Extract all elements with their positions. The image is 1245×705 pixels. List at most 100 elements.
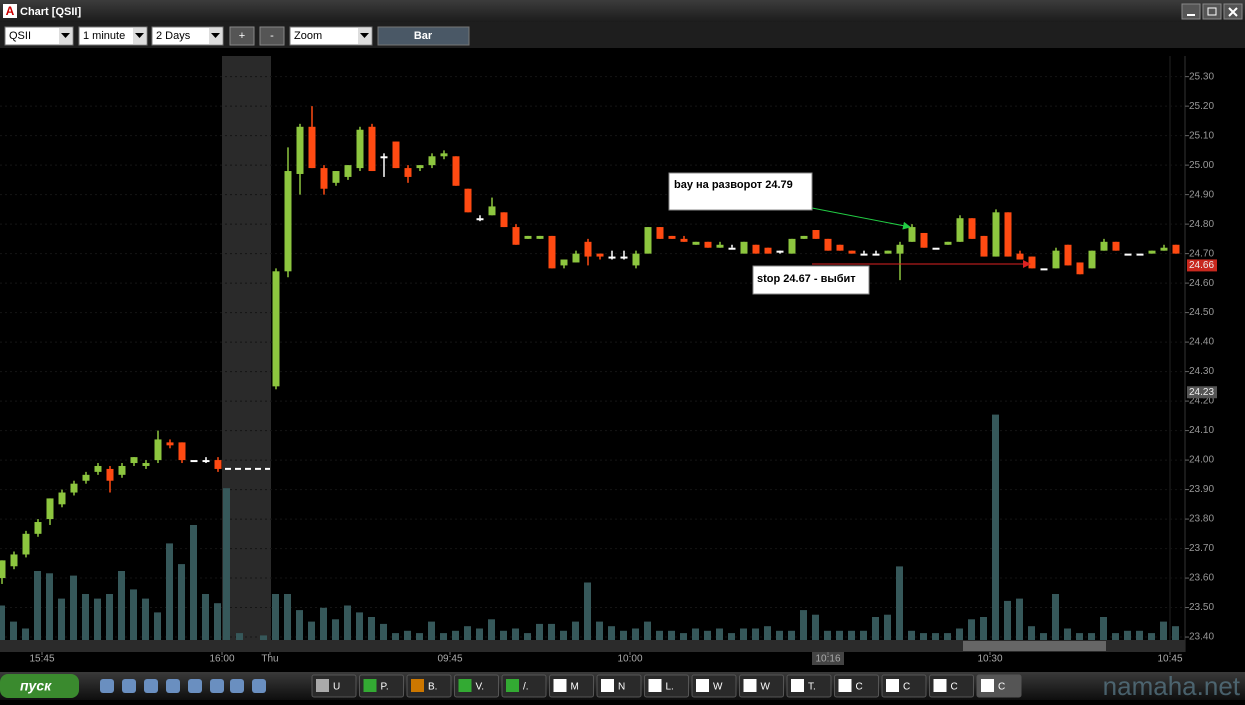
volume-bar — [464, 626, 471, 640]
volume-bar — [1172, 626, 1179, 640]
candle-body — [596, 253, 604, 257]
y-tick-label: 24.20 — [1189, 396, 1214, 407]
task-icon — [411, 679, 424, 692]
scrollbar-thumb[interactable] — [963, 641, 1106, 651]
volume-bar — [848, 630, 855, 640]
task-label: C — [903, 682, 910, 693]
candle-body — [308, 126, 316, 169]
volume-bar — [236, 633, 243, 640]
stop-note-box — [752, 265, 870, 295]
volume-bar — [560, 630, 567, 640]
task-icon — [363, 679, 377, 692]
restore-button[interactable] — [1202, 3, 1222, 20]
x-tick-label: 10:45 — [1157, 654, 1182, 665]
volume-bar — [776, 630, 783, 640]
volume-bar — [356, 612, 363, 640]
start-label: пуск — [20, 678, 52, 694]
candle-body — [656, 227, 664, 239]
volume-bar — [920, 633, 927, 640]
volume-bar — [572, 621, 579, 640]
task-icon — [791, 679, 804, 692]
candle-body — [608, 256, 616, 259]
volume-bar — [932, 633, 939, 640]
task-icon — [981, 679, 994, 692]
candle-body — [214, 460, 222, 469]
candle-body — [644, 227, 652, 254]
zoom-out-label: - — [270, 30, 274, 42]
task-icon — [886, 679, 899, 692]
volume-bar — [800, 610, 807, 640]
volume-bar — [884, 614, 891, 640]
candle-body — [416, 165, 424, 169]
zoom-out-button[interactable] — [259, 26, 285, 46]
zoom-in-button[interactable] — [229, 26, 255, 46]
range-select[interactable] — [151, 26, 224, 46]
candle-body — [548, 235, 556, 269]
y-tick-label: 24.30 — [1189, 366, 1214, 377]
app-icon — [3, 4, 17, 18]
candle-body — [980, 235, 988, 257]
volume-bar — [190, 525, 197, 640]
candle-body — [320, 168, 328, 189]
volume-bar — [1088, 633, 1095, 640]
buy-arrow — [811, 207, 911, 230]
quick-launch-icon[interactable] — [144, 679, 158, 693]
quick-launch-icon[interactable] — [122, 679, 136, 693]
quick-launch-icon[interactable] — [210, 679, 224, 693]
candle-body — [82, 474, 90, 481]
y-tick-label: 24.70 — [1189, 248, 1214, 259]
quick-launch-icon[interactable] — [166, 679, 180, 693]
candle-body — [380, 156, 388, 159]
symbol-select[interactable] — [4, 26, 74, 46]
volume-bar — [260, 635, 267, 640]
watermark: namaha.net — [1103, 671, 1241, 700]
task-label: B. — [428, 682, 437, 693]
y-tick-label: 24.50 — [1189, 307, 1214, 318]
candle-body — [1028, 256, 1036, 269]
symbol-value: QSII — [9, 30, 31, 42]
app-icon-letter: A — [6, 4, 15, 18]
quick-launch-icon[interactable] — [230, 679, 244, 693]
x-tick-label: 10:16 — [815, 654, 840, 665]
volume-bar — [704, 630, 711, 640]
volume-bar — [968, 619, 975, 640]
start-button[interactable] — [0, 674, 79, 698]
quick-launch-icon[interactable] — [252, 679, 266, 693]
volume-bar — [1100, 617, 1107, 640]
volume-bar — [452, 630, 459, 640]
x-tick-label: 10:30 — [977, 654, 1002, 665]
interval-select[interactable] — [78, 26, 148, 46]
volume-bar — [824, 630, 831, 640]
candle-body — [178, 442, 186, 461]
candle-body — [356, 129, 364, 169]
volume-bar — [272, 594, 279, 640]
candle-body — [800, 235, 808, 239]
quick-launch-icon[interactable] — [188, 679, 202, 693]
volume-bar — [656, 630, 663, 640]
volume-bar — [1064, 628, 1071, 640]
style-button[interactable] — [377, 26, 470, 46]
candle-body — [440, 153, 448, 157]
mode-select[interactable] — [289, 26, 373, 46]
task-label: N — [618, 682, 625, 693]
window-title: Chart [QSII] — [20, 6, 81, 18]
quick-launch-icon[interactable] — [100, 679, 114, 693]
candle-body — [368, 126, 376, 172]
volume-bar — [764, 626, 771, 640]
y-tick-label: 23.40 — [1189, 632, 1214, 643]
candle-body — [10, 554, 18, 567]
candle-body — [884, 250, 892, 254]
candle-body — [106, 468, 114, 481]
minimize-button[interactable] — [1181, 3, 1201, 20]
volume-bar — [106, 594, 113, 640]
volume-bar — [1112, 633, 1119, 640]
candle-body — [428, 156, 436, 166]
scrollbar[interactable] — [0, 640, 1185, 652]
candle-body — [34, 522, 42, 534]
price-marker-label: 24.23 — [1189, 387, 1214, 398]
candle-body — [58, 492, 66, 505]
volume-bar — [992, 414, 999, 640]
volume-bar — [34, 571, 41, 640]
y-tick-label: 23.60 — [1189, 573, 1214, 584]
